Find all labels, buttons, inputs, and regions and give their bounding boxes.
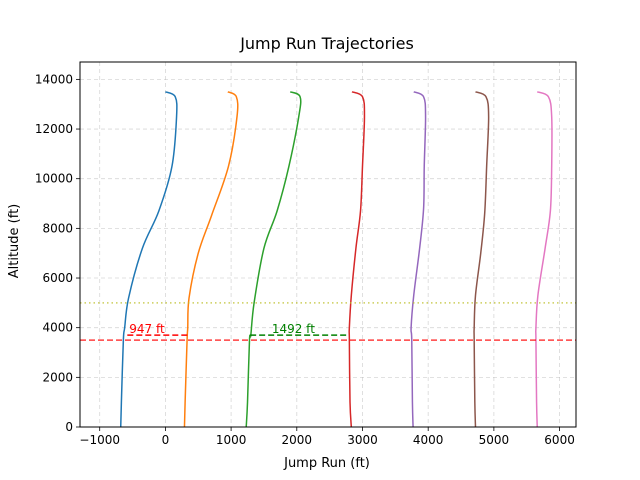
x-axis-label: Jump Run (ft) <box>283 456 370 471</box>
x-tick-label: 6000 <box>544 433 575 447</box>
y-tick-label: 14000 <box>35 72 73 86</box>
trajectory-line <box>245 91 302 428</box>
chart-title: Jump Run Trajectories <box>239 34 414 53</box>
y-tick-label: 4000 <box>42 321 73 335</box>
x-tick-label: 2000 <box>282 433 313 447</box>
trajectory-series <box>119 91 553 428</box>
x-tick-label: 1000 <box>216 433 247 447</box>
gap-label: 1492 ft <box>272 322 315 336</box>
y-tick-label: 6000 <box>42 271 73 285</box>
trajectory-line <box>535 91 553 428</box>
y-tick-label: 2000 <box>42 370 73 384</box>
trajectory-line <box>183 91 239 428</box>
x-tick-label: 4000 <box>413 433 444 447</box>
x-tick-label: −1000 <box>79 433 120 447</box>
reference-lines <box>80 302 576 341</box>
gap-label: 947 ft <box>129 322 165 336</box>
trajectory-line <box>410 91 427 428</box>
x-tick-label: 0 <box>162 433 170 447</box>
gap-annotations: 947 ft 1492 ft <box>127 322 349 336</box>
y-tick-label: 8000 <box>42 221 73 235</box>
x-tick-label: 5000 <box>479 433 510 447</box>
trajectory-line <box>119 91 178 428</box>
y-tick-label: 0 <box>65 420 73 434</box>
y-tick-label: 12000 <box>35 122 73 136</box>
trajectory-line <box>473 91 490 428</box>
y-tick-label: 10000 <box>35 172 73 186</box>
axis-ticks: −1000 0 1000 2000 3000 4000 5000 6000 0 2000 4000 6… <box>35 72 575 447</box>
trajectory-line <box>348 91 366 428</box>
y-axis-label: Altitude (ft) <box>7 204 22 279</box>
plot-frame <box>79 61 577 428</box>
x-tick-label: 3000 <box>347 433 378 447</box>
